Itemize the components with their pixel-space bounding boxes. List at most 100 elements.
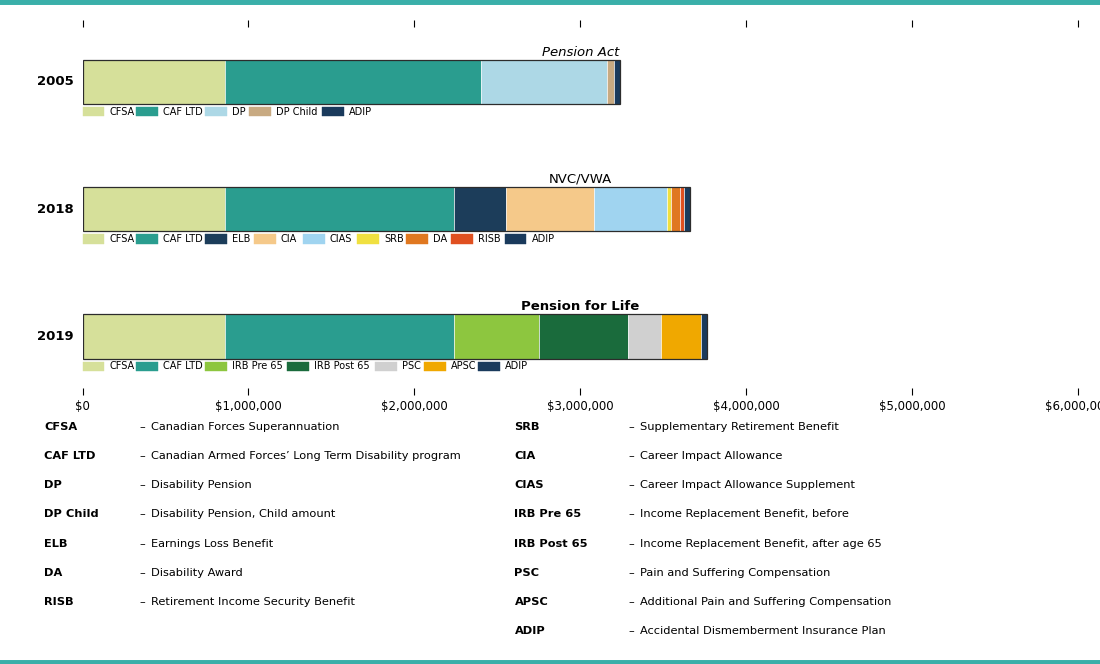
Bar xyxy=(205,362,227,371)
Text: –: – xyxy=(628,568,634,578)
Text: –: – xyxy=(139,539,145,548)
Bar xyxy=(505,234,527,244)
Text: CAF LTD: CAF LTD xyxy=(44,451,96,461)
Text: ADIP: ADIP xyxy=(531,234,554,244)
Text: Career Impact Allowance: Career Impact Allowance xyxy=(639,451,782,461)
Text: –: – xyxy=(139,568,145,578)
Text: –: – xyxy=(139,480,145,490)
Bar xyxy=(82,107,104,116)
Bar xyxy=(82,60,620,104)
Bar xyxy=(406,234,428,244)
Text: PSC: PSC xyxy=(402,361,420,371)
Text: CAF LTD: CAF LTD xyxy=(163,234,204,244)
Text: –: – xyxy=(628,480,634,490)
Bar xyxy=(82,60,226,104)
Text: –: – xyxy=(628,451,634,461)
Text: –: – xyxy=(628,626,634,636)
Text: CAF LTD: CAF LTD xyxy=(163,361,204,371)
Bar xyxy=(82,187,690,231)
Bar xyxy=(375,362,397,371)
Bar xyxy=(671,187,680,231)
Text: Supplementary Retirement Benefit: Supplementary Retirement Benefit xyxy=(639,422,838,432)
Bar xyxy=(454,314,539,359)
Bar xyxy=(136,107,158,116)
Text: Additional Pain and Suffering Compensation: Additional Pain and Suffering Compensati… xyxy=(639,597,891,607)
Text: PSC: PSC xyxy=(515,568,539,578)
Text: DP: DP xyxy=(44,480,62,490)
Bar xyxy=(607,60,614,104)
Bar xyxy=(249,107,271,116)
Text: Earnings Loss Benefit: Earnings Loss Benefit xyxy=(151,539,273,548)
Text: IRB Pre 65: IRB Pre 65 xyxy=(232,361,283,371)
Text: Accidental Dismemberment Insurance Plan: Accidental Dismemberment Insurance Plan xyxy=(639,626,886,636)
Text: –: – xyxy=(139,422,145,432)
Text: RISB: RISB xyxy=(477,234,500,244)
Text: –: – xyxy=(139,597,145,607)
Text: DP Child: DP Child xyxy=(276,107,318,117)
Bar xyxy=(506,187,594,231)
Bar xyxy=(667,187,671,231)
Text: Disability Pension: Disability Pension xyxy=(151,480,251,490)
Text: CFSA: CFSA xyxy=(109,234,134,244)
Text: –: – xyxy=(139,509,145,519)
Bar xyxy=(539,314,628,359)
Text: Pension Act: Pension Act xyxy=(541,46,619,58)
Text: ELB: ELB xyxy=(44,539,67,548)
Bar xyxy=(82,314,226,359)
Text: 2005: 2005 xyxy=(36,76,74,88)
Text: –: – xyxy=(628,539,634,548)
Bar xyxy=(226,187,454,231)
Bar xyxy=(82,314,707,359)
Text: ADIP: ADIP xyxy=(349,107,372,117)
Bar xyxy=(322,107,344,116)
Text: NVC/VWA: NVC/VWA xyxy=(549,173,612,186)
Bar xyxy=(628,314,661,359)
Text: IRB Post 65: IRB Post 65 xyxy=(515,539,589,548)
Text: APSC: APSC xyxy=(515,597,548,607)
Text: SRB: SRB xyxy=(515,422,540,432)
Text: CAF LTD: CAF LTD xyxy=(163,107,204,117)
Bar xyxy=(136,362,158,371)
Text: Pension for Life: Pension for Life xyxy=(521,300,639,313)
Text: DP Child: DP Child xyxy=(44,509,99,519)
Text: Income Replacement Benefit, after age 65: Income Replacement Benefit, after age 65 xyxy=(639,539,881,548)
Text: Disability Pension, Child amount: Disability Pension, Child amount xyxy=(151,509,334,519)
Text: SRB: SRB xyxy=(384,234,404,244)
Text: Canadian Armed Forces’ Long Term Disability program: Canadian Armed Forces’ Long Term Disabil… xyxy=(151,451,460,461)
Bar xyxy=(481,60,607,104)
Text: –: – xyxy=(628,422,634,432)
Text: IRB Post 65: IRB Post 65 xyxy=(315,361,370,371)
Text: APSC: APSC xyxy=(451,361,476,371)
Text: ELB: ELB xyxy=(232,234,250,244)
Text: RISB: RISB xyxy=(44,597,74,607)
Text: DA: DA xyxy=(433,234,448,244)
Bar xyxy=(287,362,309,371)
Text: CFSA: CFSA xyxy=(109,361,134,371)
Bar xyxy=(661,314,701,359)
Text: 2019: 2019 xyxy=(36,330,74,343)
Text: CIA: CIA xyxy=(280,234,297,244)
Bar xyxy=(226,60,481,104)
Bar xyxy=(477,362,499,371)
Bar xyxy=(82,187,226,231)
Bar xyxy=(680,187,683,231)
Text: CIAS: CIAS xyxy=(330,234,352,244)
Text: –: – xyxy=(628,509,634,519)
Text: –: – xyxy=(628,597,634,607)
Text: CIA: CIA xyxy=(515,451,536,461)
Bar xyxy=(205,107,227,116)
Bar xyxy=(701,314,707,359)
Bar xyxy=(454,187,506,231)
Text: CIAS: CIAS xyxy=(515,480,544,490)
Text: IRB Pre 65: IRB Pre 65 xyxy=(515,509,582,519)
Text: Retirement Income Security Benefit: Retirement Income Security Benefit xyxy=(151,597,354,607)
Text: 2018: 2018 xyxy=(36,203,74,216)
Text: Career Impact Allowance Supplement: Career Impact Allowance Supplement xyxy=(639,480,855,490)
Text: CFSA: CFSA xyxy=(44,422,77,432)
Bar xyxy=(358,234,379,244)
Text: Pain and Suffering Compensation: Pain and Suffering Compensation xyxy=(639,568,830,578)
Text: Income Replacement Benefit, before: Income Replacement Benefit, before xyxy=(639,509,848,519)
Text: –: – xyxy=(139,451,145,461)
Bar xyxy=(614,60,620,104)
Bar xyxy=(205,234,227,244)
